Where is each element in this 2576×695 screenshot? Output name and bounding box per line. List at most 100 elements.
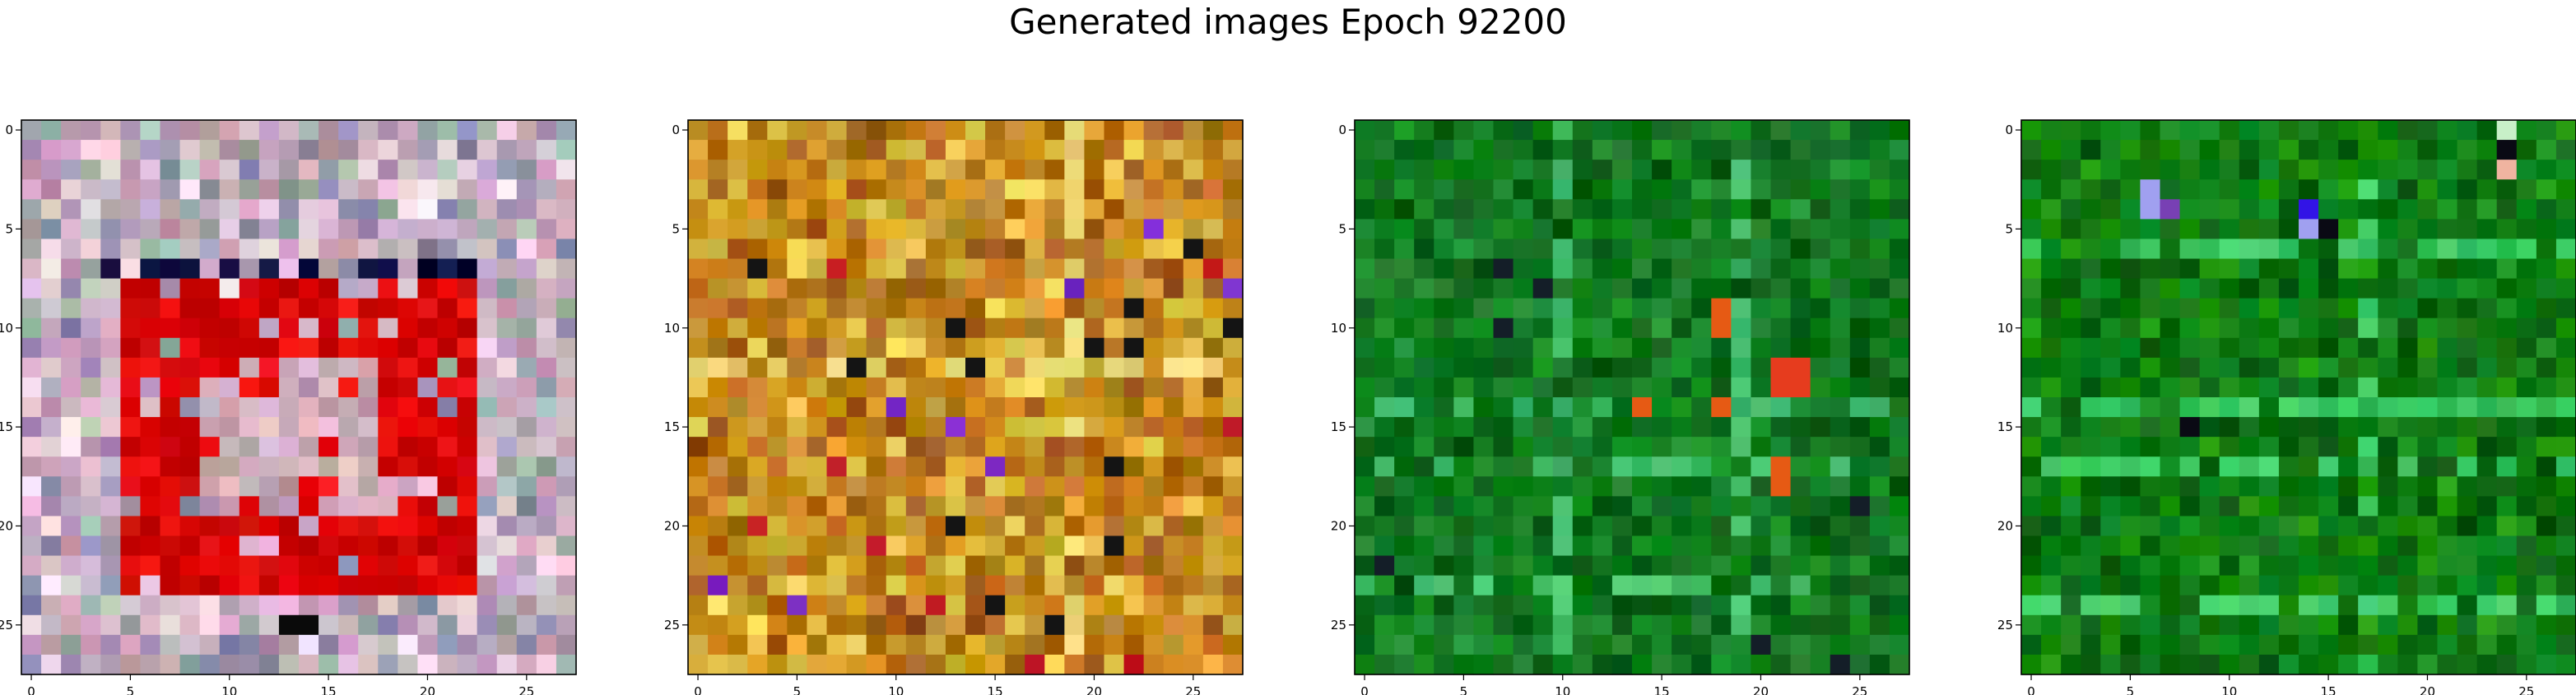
pixel-cell (496, 239, 518, 260)
pixel-cell (2397, 417, 2419, 438)
pixel-cell (179, 555, 201, 577)
pixel-cell (1202, 239, 1224, 260)
pixel-cell (2081, 397, 2101, 418)
pixel-cell (1790, 337, 1811, 359)
pixel-cell (2496, 219, 2518, 240)
pixel-cell (1751, 437, 1772, 457)
pixel-cell (925, 258, 946, 280)
pixel-cell (1611, 258, 1633, 280)
pixel-cell (1473, 258, 1495, 280)
pixel-cell (2278, 397, 2299, 418)
pixel-cell (767, 496, 788, 517)
pixel-cell (1889, 377, 1910, 398)
pixel-cell (1849, 516, 1871, 537)
pixel-cell (787, 317, 808, 339)
pixel-cell (1869, 535, 1890, 557)
pixel-cell (1202, 634, 1224, 656)
pixel-cell (398, 437, 419, 457)
pixel-cell (1810, 357, 1831, 378)
pixel-cell (2417, 437, 2439, 457)
pixel-cell (417, 575, 439, 596)
pixel-cell (787, 634, 808, 656)
pixel-cell (1044, 614, 1065, 636)
pixel-cell (398, 140, 419, 160)
pixel-cell (2160, 298, 2181, 319)
pixel-cell (2081, 357, 2101, 378)
pixel-cell (1889, 120, 1910, 141)
pixel-cell (496, 140, 518, 160)
pixel-cell (2199, 575, 2220, 596)
pixel-cell (358, 575, 379, 596)
pixel-cell (2555, 298, 2576, 319)
pixel-cell (2021, 496, 2042, 517)
pixel-cell (437, 357, 458, 378)
pixel-cell (945, 219, 966, 240)
pixel-cell (1513, 179, 1534, 200)
pixel-cell (2476, 397, 2498, 418)
pixel-cell (2338, 278, 2359, 299)
pixel-cell (2021, 476, 2042, 497)
pixel-cell (2199, 634, 2220, 656)
pixel-cell (258, 179, 280, 200)
pixel-cell (2120, 278, 2141, 299)
pixel-cell (1731, 456, 1752, 477)
pixel-cell (1163, 437, 1184, 457)
pixel-cell (2437, 298, 2458, 319)
pixel-cell (2536, 258, 2557, 280)
pixel-cell (1810, 377, 1831, 398)
pixel-cell (319, 437, 339, 457)
pixel-cell (100, 535, 121, 557)
pixel-cell (556, 258, 577, 280)
pixel-cell (2179, 377, 2201, 398)
pixel-cell (1473, 417, 1495, 438)
pixel-cell (1632, 496, 1653, 517)
pixel-cell (1869, 377, 1890, 398)
pixel-cell (2081, 258, 2101, 280)
pixel-cell (2140, 377, 2161, 398)
pixel-cell (81, 595, 101, 616)
pixel-cell (1044, 437, 1065, 457)
pixel-cell (1770, 476, 1792, 497)
x-tick-label: 10 (888, 684, 904, 695)
pixel-cell (140, 298, 161, 319)
pixel-cell (826, 456, 848, 477)
pixel-cell (2318, 219, 2339, 240)
pixel-cell (1770, 317, 1792, 339)
pixel-cell (1025, 516, 1045, 537)
pixel-cell (100, 575, 121, 596)
pixel-cell (1374, 377, 1395, 398)
pixel-cell (2239, 417, 2260, 438)
pixel-cell (1374, 535, 1395, 557)
pixel-cell (2041, 199, 2062, 220)
pixel-cell (2437, 120, 2458, 141)
pixel-cell (258, 239, 280, 260)
x-tick-label: 5 (127, 684, 135, 695)
pixel-cell (886, 654, 907, 675)
pixel-cell (417, 199, 439, 220)
pixel-cell (1711, 654, 1732, 675)
pixel-cell (2457, 199, 2478, 220)
pixel-cell (41, 634, 62, 656)
pixel-cell (945, 160, 966, 180)
pixel-cell (886, 595, 907, 616)
pixel-cell (120, 160, 142, 180)
pixel-cell (1672, 417, 1692, 438)
pixel-cell (1044, 337, 1065, 359)
pixel-cell (2536, 614, 2557, 636)
pixel-cell (1552, 575, 1574, 596)
pixel-cell (1611, 140, 1633, 160)
pixel-cell (1453, 160, 1475, 180)
pixel-cell (1084, 614, 1105, 636)
pixel-cell (1374, 456, 1395, 477)
pixel-cell (1790, 555, 1811, 577)
pixel-cell (1493, 634, 1514, 656)
pixel-cell (378, 555, 398, 577)
pixel-cell (2021, 278, 2042, 299)
pixel-cell (278, 634, 300, 656)
pixel-cell (1084, 239, 1105, 260)
pixel-cell (2397, 317, 2419, 339)
pixel-cell (120, 140, 142, 160)
pixel-cell (2536, 377, 2557, 398)
pixel-cell (1691, 120, 1712, 141)
pixel-cell (21, 614, 42, 636)
